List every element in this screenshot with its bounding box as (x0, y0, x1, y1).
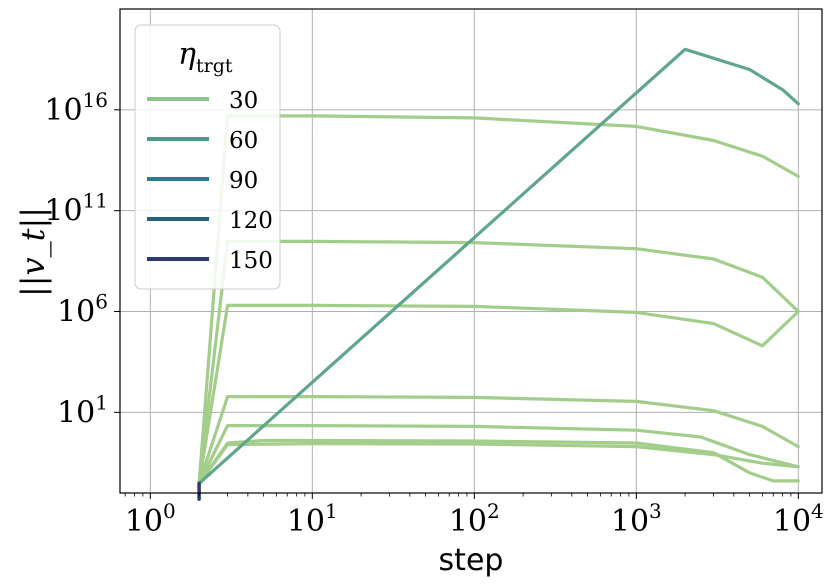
series-line (197, 424, 800, 485)
x-tick-base: 10 (449, 504, 487, 539)
y-tick-exponent: 16 (83, 88, 108, 112)
y-tick-exponent: 11 (83, 189, 108, 213)
x-tick-base: 10 (611, 504, 649, 539)
x-tick-exponent: 2 (487, 499, 500, 523)
y-tick-base: 10 (57, 395, 95, 430)
y-tick-base: 10 (44, 93, 82, 128)
y-tick-label: 1016 (44, 88, 108, 128)
series-line (197, 395, 800, 485)
x-tick-label: 104 (773, 499, 824, 539)
x-axis-label: step (439, 543, 504, 578)
plot-area-border (119, 8, 823, 494)
x-tick-base: 10 (773, 504, 811, 539)
x-tick-base: 10 (287, 504, 325, 539)
legend-title: ηtrgt (178, 37, 233, 77)
x-tick-exponent: 1 (325, 499, 338, 523)
x-tick-label: 102 (449, 499, 500, 539)
legend-title-sub: trgt (196, 55, 233, 77)
x-tick-label: 100 (125, 499, 176, 539)
x-tick-exponent: 3 (649, 499, 662, 523)
legend-entries: 30 60 90 120 150 (147, 88, 273, 274)
y-tick-label: 1011 (44, 189, 108, 229)
y-tick-label: 101 (57, 390, 108, 430)
legend: ηtrgt 30 60 90 120 150 (134, 24, 281, 290)
legend-box (134, 24, 281, 290)
y-tick-label: 106 (57, 290, 108, 330)
legend-label: 60 (229, 128, 258, 154)
legend-title-main: η (178, 37, 196, 72)
x-tick-label: 103 (611, 499, 662, 539)
series-line (197, 303, 800, 485)
series-line (197, 47, 800, 485)
legend-label: 30 (229, 88, 258, 114)
x-tick-base: 10 (125, 504, 163, 539)
legend-label: 120 (229, 208, 273, 234)
x-tick-label: 101 (287, 499, 338, 539)
x-tick-exponent: 4 (811, 499, 824, 523)
y-tick-base: 10 (57, 295, 95, 330)
x-tick-exponent: 0 (163, 499, 176, 523)
legend-label: 90 (229, 168, 258, 194)
legend-label: 150 (229, 248, 273, 274)
y-axis-label: ||v_t|| (14, 207, 52, 297)
y-tick-base: 10 (44, 194, 82, 229)
y-tick-exponent: 6 (95, 290, 108, 314)
y-tick-exponent: 1 (95, 390, 108, 414)
